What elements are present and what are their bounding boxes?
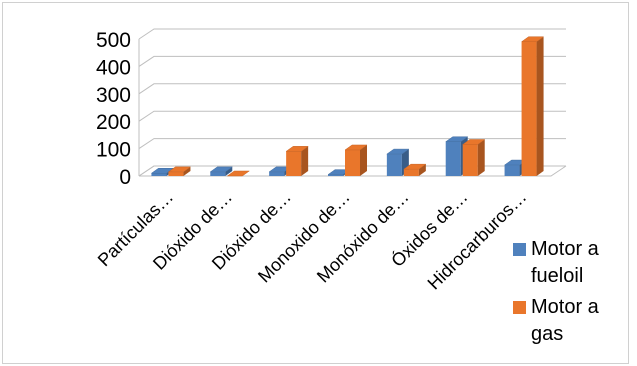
bar-fueloil	[386, 148, 410, 176]
legend-swatch	[513, 301, 526, 314]
legend-swatch	[513, 243, 526, 256]
bar-fueloil	[209, 166, 234, 176]
legend-label: Motor a	[531, 296, 600, 318]
y-tick-label: 100	[96, 139, 131, 162]
bar-front	[462, 144, 478, 176]
bar-top	[167, 166, 192, 173]
legend: Motor a fueloil Motor a gas	[513, 238, 600, 345]
bar-top	[403, 163, 427, 170]
bar-side	[183, 166, 191, 176]
gridline	[138, 55, 566, 67]
bar-side	[360, 144, 367, 176]
bar-front	[403, 169, 419, 176]
bar-gas	[226, 170, 251, 177]
gridline	[138, 138, 566, 150]
bar-side	[477, 139, 485, 176]
y-tick-label: 500	[96, 29, 131, 52]
y-tick-label: 300	[96, 84, 131, 107]
bar-gas	[461, 139, 486, 176]
x-axis-ticks: Partículas…Dióxido de…Dióxido de…Monoxid…	[94, 186, 531, 294]
gridlines	[138, 28, 566, 177]
gridline	[138, 83, 566, 95]
bar-front	[345, 149, 360, 176]
legend-label: fueloil	[531, 265, 583, 287]
gridline	[138, 28, 566, 40]
bar-gas	[403, 163, 427, 176]
bar-chart: 0 100 200 300 400 500 Partículas…Dióxido de…D…	[94, 28, 600, 345]
bar-front	[445, 141, 461, 176]
bar-gas	[285, 146, 309, 176]
bar-gas	[167, 166, 192, 176]
legend-label: gas	[531, 323, 563, 345]
bar-front	[286, 151, 302, 176]
bar-gas	[520, 36, 545, 176]
bar-top	[226, 170, 251, 177]
gridline	[138, 110, 566, 122]
bar-front	[504, 165, 520, 176]
bar-top	[344, 144, 368, 151]
bars	[150, 36, 545, 177]
bar-top	[520, 36, 545, 42]
bar-side	[418, 164, 426, 176]
bar-front	[386, 154, 402, 176]
bar-front	[151, 173, 167, 176]
bar-side	[301, 146, 309, 176]
bar-front	[269, 171, 285, 176]
y-tick-label: 200	[96, 111, 131, 134]
y-tick-label: 0	[119, 166, 131, 189]
bar-top	[386, 148, 410, 155]
bar-front	[328, 174, 343, 176]
bar-front	[168, 171, 184, 176]
y-tick-label: 400	[96, 56, 131, 79]
legend-label: Motor a	[531, 238, 600, 260]
bar-top	[285, 146, 309, 152]
x-tick-label: Hidrocarburos…	[424, 187, 531, 294]
bar-top	[461, 139, 486, 145]
bar-top	[209, 166, 234, 173]
bar-top	[444, 136, 469, 142]
bar-front	[521, 41, 537, 176]
gridline	[138, 165, 566, 177]
bar-side	[536, 36, 544, 176]
chart-frame: 0 100 200 300 400 500 Partículas… Dióxido de… D…	[2, 2, 629, 364]
bar-gas	[344, 144, 368, 176]
bar-side	[225, 166, 233, 176]
bar-front	[210, 171, 226, 176]
y-axis-ticks: 0 100 200 300 400 500	[96, 29, 131, 189]
